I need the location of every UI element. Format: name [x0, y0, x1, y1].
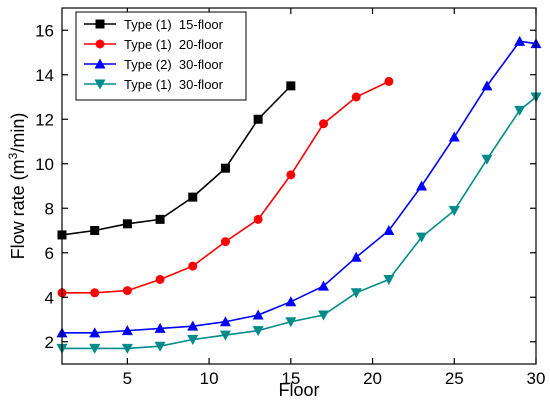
data-point: [89, 343, 101, 354]
data-point: [188, 192, 198, 202]
data-point: [384, 76, 394, 86]
data-point: [187, 335, 199, 346]
legend-label: Type (1) 20-floor: [124, 37, 224, 52]
data-point: [121, 343, 133, 354]
data-point: [90, 288, 100, 298]
axes-layer: 5 10 15 20 25 30 2 4 6 8 10 12 14 16: [35, 7, 546, 388]
legend-label: Type (2) 30-floor: [124, 57, 224, 72]
data-point: [252, 309, 264, 320]
data-point: [350, 288, 362, 299]
data-point: [155, 274, 165, 284]
series-line: [62, 40, 537, 334]
data-point: [89, 327, 101, 338]
data-point: [122, 286, 132, 296]
legend-marker: [94, 79, 106, 90]
y-tick-label: 8: [45, 199, 54, 218]
y-tick-label: 10: [35, 155, 54, 174]
data-point: [514, 35, 526, 46]
series-line: [62, 96, 537, 350]
data-point: [448, 205, 460, 216]
data-point: [154, 341, 166, 352]
data-point: [253, 214, 263, 224]
y-axis-title-suffix: /min): [8, 113, 28, 153]
data-point: [285, 317, 297, 328]
legend-label: Type (1) 15-floor: [124, 17, 224, 32]
y-tick-label: 14: [35, 66, 54, 85]
series-layer: [56, 35, 542, 354]
data-point: [219, 316, 231, 327]
x-tick-label: 20: [363, 369, 382, 388]
data-point: [351, 92, 361, 102]
data-point: [286, 81, 296, 91]
x-tick-label: 25: [445, 369, 464, 388]
legend-item-2: Type (1) 20-floor: [84, 37, 224, 52]
legend: Type (1) 15-floor Type (1) 20-floor Type (…: [75, 11, 247, 101]
y-axis-title: Flow rate (m3/min): [6, 113, 28, 260]
y-axis-title-superscript: 3: [6, 152, 20, 159]
x-tick-label: 15: [281, 369, 300, 388]
data-point: [188, 261, 198, 271]
x-tick-label: 30: [527, 369, 546, 388]
y-axis-title-prefix: Flow rate (m: [8, 159, 28, 259]
data-point: [155, 214, 165, 224]
x-axis-title: Floor: [278, 380, 319, 400]
data-point: [383, 225, 395, 235]
data-point: [383, 274, 395, 285]
series-3: [56, 35, 542, 338]
series-4: [56, 92, 542, 354]
y-tick-label: 4: [45, 288, 54, 307]
data-point: [448, 131, 460, 142]
legend-item-1: Type (1) 15-floor: [84, 17, 224, 32]
legend-marker: [94, 58, 106, 69]
data-point: [252, 326, 264, 337]
data-point: [121, 325, 133, 336]
data-point: [481, 80, 493, 91]
data-point: [481, 154, 493, 165]
data-point: [514, 105, 526, 116]
x-tick-label: 5: [123, 369, 132, 388]
y-tick-label: 2: [45, 333, 54, 352]
data-point: [416, 180, 428, 191]
series-2: [57, 76, 394, 298]
legend-item-3: Type (2) 30-floor: [84, 57, 224, 72]
data-point: [220, 237, 230, 247]
data-point: [122, 219, 132, 229]
data-point: [318, 310, 330, 321]
data-point: [219, 330, 231, 341]
legend-label: Type (1) 30-floor: [124, 77, 224, 92]
data-point: [253, 114, 263, 124]
data-point: [220, 163, 230, 173]
data-point: [285, 296, 297, 307]
legend-marker: [95, 39, 105, 49]
data-point: [154, 322, 166, 333]
data-point: [350, 251, 362, 262]
legend-marker: [95, 19, 105, 29]
plot-frame: [61, 7, 537, 365]
y-tick-label: 6: [45, 244, 54, 263]
series-line: [61, 85, 292, 236]
data-point: [416, 232, 428, 243]
y-tick-label: 12: [35, 110, 54, 129]
data-point: [318, 280, 330, 291]
data-point: [319, 119, 329, 129]
data-point: [187, 320, 199, 331]
data-point: [90, 226, 100, 235]
x-tick-label: 10: [200, 369, 219, 388]
y-tick-label: 16: [35, 21, 54, 40]
legend-item-4: Type (1) 30-floor: [84, 77, 224, 92]
data-point: [286, 170, 296, 180]
